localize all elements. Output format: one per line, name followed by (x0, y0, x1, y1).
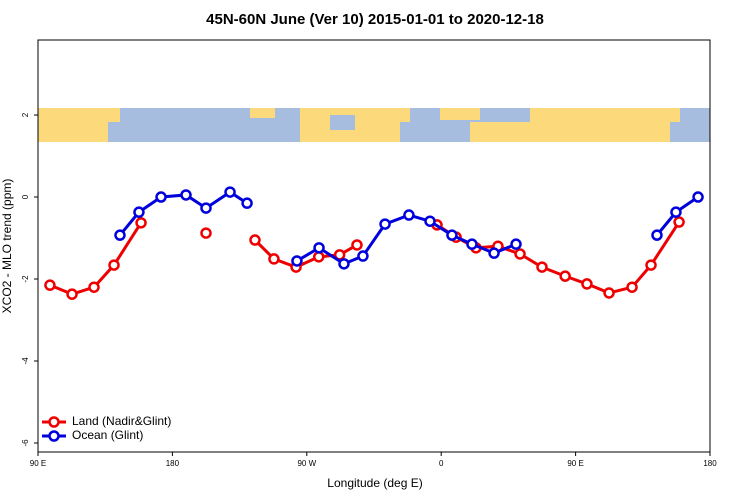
plot-frame (37, 39, 711, 453)
point (114, 229, 126, 241)
point (466, 238, 478, 250)
x-tick-label: 90 E (30, 459, 46, 468)
point (241, 197, 253, 209)
point (224, 186, 236, 198)
y-tick-label: -4 (21, 357, 30, 365)
point (379, 218, 391, 230)
point (180, 189, 192, 201)
point (626, 281, 638, 293)
point (135, 217, 147, 229)
y-tick-label: -6 (21, 439, 30, 447)
x-axis-label: Longitude (deg E) (327, 476, 422, 490)
point (403, 209, 415, 221)
point (357, 250, 369, 262)
point (559, 270, 571, 282)
legend-label: Land (Nadir&Glint) (72, 414, 171, 428)
point (651, 229, 663, 241)
map-band (38, 108, 710, 142)
chart-title: 45N-60N June (Ver 10) 2015-01-01 to 2020… (206, 11, 544, 28)
y-axis-label: XCO2 - MLO trend (ppm) (0, 179, 14, 314)
legend-marker (48, 416, 60, 428)
point (488, 247, 500, 259)
point (66, 288, 78, 300)
point (291, 255, 303, 267)
point (108, 259, 120, 271)
point (200, 202, 212, 214)
point (351, 239, 363, 251)
point (200, 227, 212, 239)
x-tick-label: 180 (166, 459, 180, 468)
point (581, 278, 593, 290)
x-tick-label: 90 W (297, 459, 316, 468)
point (603, 287, 615, 299)
y-tick-label: 0 (21, 194, 30, 199)
legend-label: Ocean (Glint) (72, 428, 143, 442)
point (249, 234, 261, 246)
point (670, 206, 682, 218)
point (338, 258, 350, 270)
legend-marker (48, 430, 60, 442)
point (424, 215, 436, 227)
point (312, 251, 325, 263)
point (313, 242, 325, 254)
point (510, 238, 522, 250)
x-tick-label: 0 (439, 459, 444, 468)
point (692, 191, 704, 203)
y-tick-label: -2 (21, 275, 30, 283)
point (155, 191, 167, 203)
point (514, 248, 526, 260)
point (268, 253, 280, 265)
x-tick-label: 180 (703, 459, 717, 468)
point (673, 216, 685, 228)
point (645, 259, 657, 271)
x-tick-label: 90 E (567, 459, 583, 468)
point (446, 229, 458, 241)
point (88, 281, 100, 293)
point (536, 261, 548, 273)
y-tick-label: 2 (21, 112, 30, 117)
point (133, 206, 145, 218)
point (44, 279, 56, 291)
